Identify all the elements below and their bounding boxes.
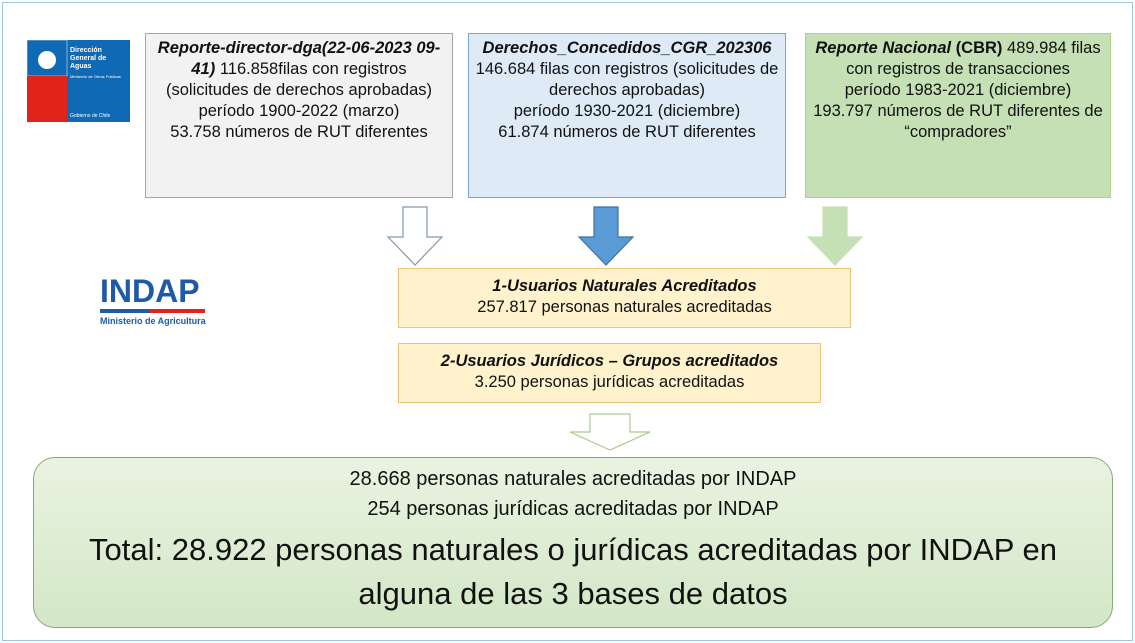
source-line: 193.797 números de RUT diferentes de “co…	[813, 102, 1103, 141]
group-text: 3.250 personas jurídicas acreditadas	[474, 373, 745, 391]
source-box: Reporte-director-dga(22-06-2023 09-41) 1…	[145, 33, 453, 198]
source-box: Reporte Nacional (CBR) 489.984 filas con…	[805, 33, 1111, 198]
source-line: 146.684 filas con registros (solicitudes…	[475, 60, 779, 99]
result-box: 28.668 personas naturales acreditadas po…	[33, 457, 1113, 628]
group-text: 257.817 personas naturales acreditadas	[477, 298, 772, 316]
dga-line: Aguas	[70, 63, 92, 70]
source-box: Derechos_Concedidos_CGR_202306 146.684 f…	[468, 33, 786, 198]
source-line: período 1900-2022 (marzo)	[198, 102, 400, 120]
source-title: Derechos_Concedidos_CGR_202306	[482, 39, 772, 57]
group-title: 1-Usuarios Naturales Acreditados	[492, 277, 757, 295]
result-line: 28.668 personas naturales acreditadas po…	[349, 468, 797, 490]
emblem	[38, 51, 56, 69]
indap-subtitle: Ministerio de Agricultura	[100, 316, 207, 326]
group-box: 1-Usuarios Naturales Acreditados 257.817…	[398, 268, 851, 328]
source-line: 116.858filas con registros (solicitudes …	[166, 60, 432, 99]
indap-name: INDAP	[100, 273, 200, 309]
indap-logo: INDAP Ministerio de Agricultura	[100, 273, 207, 326]
dga-line: General de	[70, 55, 106, 62]
source-line: 61.874 números de RUT diferentes	[498, 123, 756, 141]
arrow-green	[806, 206, 864, 266]
source-tag: (CBR)	[955, 39, 1003, 57]
source-line: período 1930-2021 (diciembre)	[513, 102, 741, 120]
source-title: Reporte-director-dga(22-06-2023 09-41)	[157, 39, 441, 78]
result-line: 254 personas jurídicas acreditadas por I…	[367, 498, 779, 520]
group-box: 2-Usuarios Jurídicos – Grupos acreditado…	[398, 343, 821, 403]
source-line: 53.758 números de RUT diferentes	[170, 123, 428, 141]
arrow-result	[569, 413, 651, 451]
dga-line: Ministerio de Obras Públicas	[70, 74, 121, 79]
arrow-gray	[386, 206, 444, 266]
group-title: 2-Usuarios Jurídicos – Grupos acreditado…	[440, 352, 779, 370]
dga-line: Dirección	[70, 47, 102, 54]
source-line: 489.984 filas con registros de transacci…	[846, 39, 1101, 78]
source-title: Reporte Nacional	[815, 39, 952, 57]
dga-logo: Dirección General de Aguas Ministerio de…	[26, 39, 130, 122]
dga-footer: Gobierno de Chile	[70, 113, 111, 119]
source-line: período 1983-2021 (diciembre)	[844, 81, 1072, 99]
arrow-blue	[577, 206, 635, 266]
result-total: Total: 28.922 personas naturales o juríd…	[89, 532, 1057, 611]
